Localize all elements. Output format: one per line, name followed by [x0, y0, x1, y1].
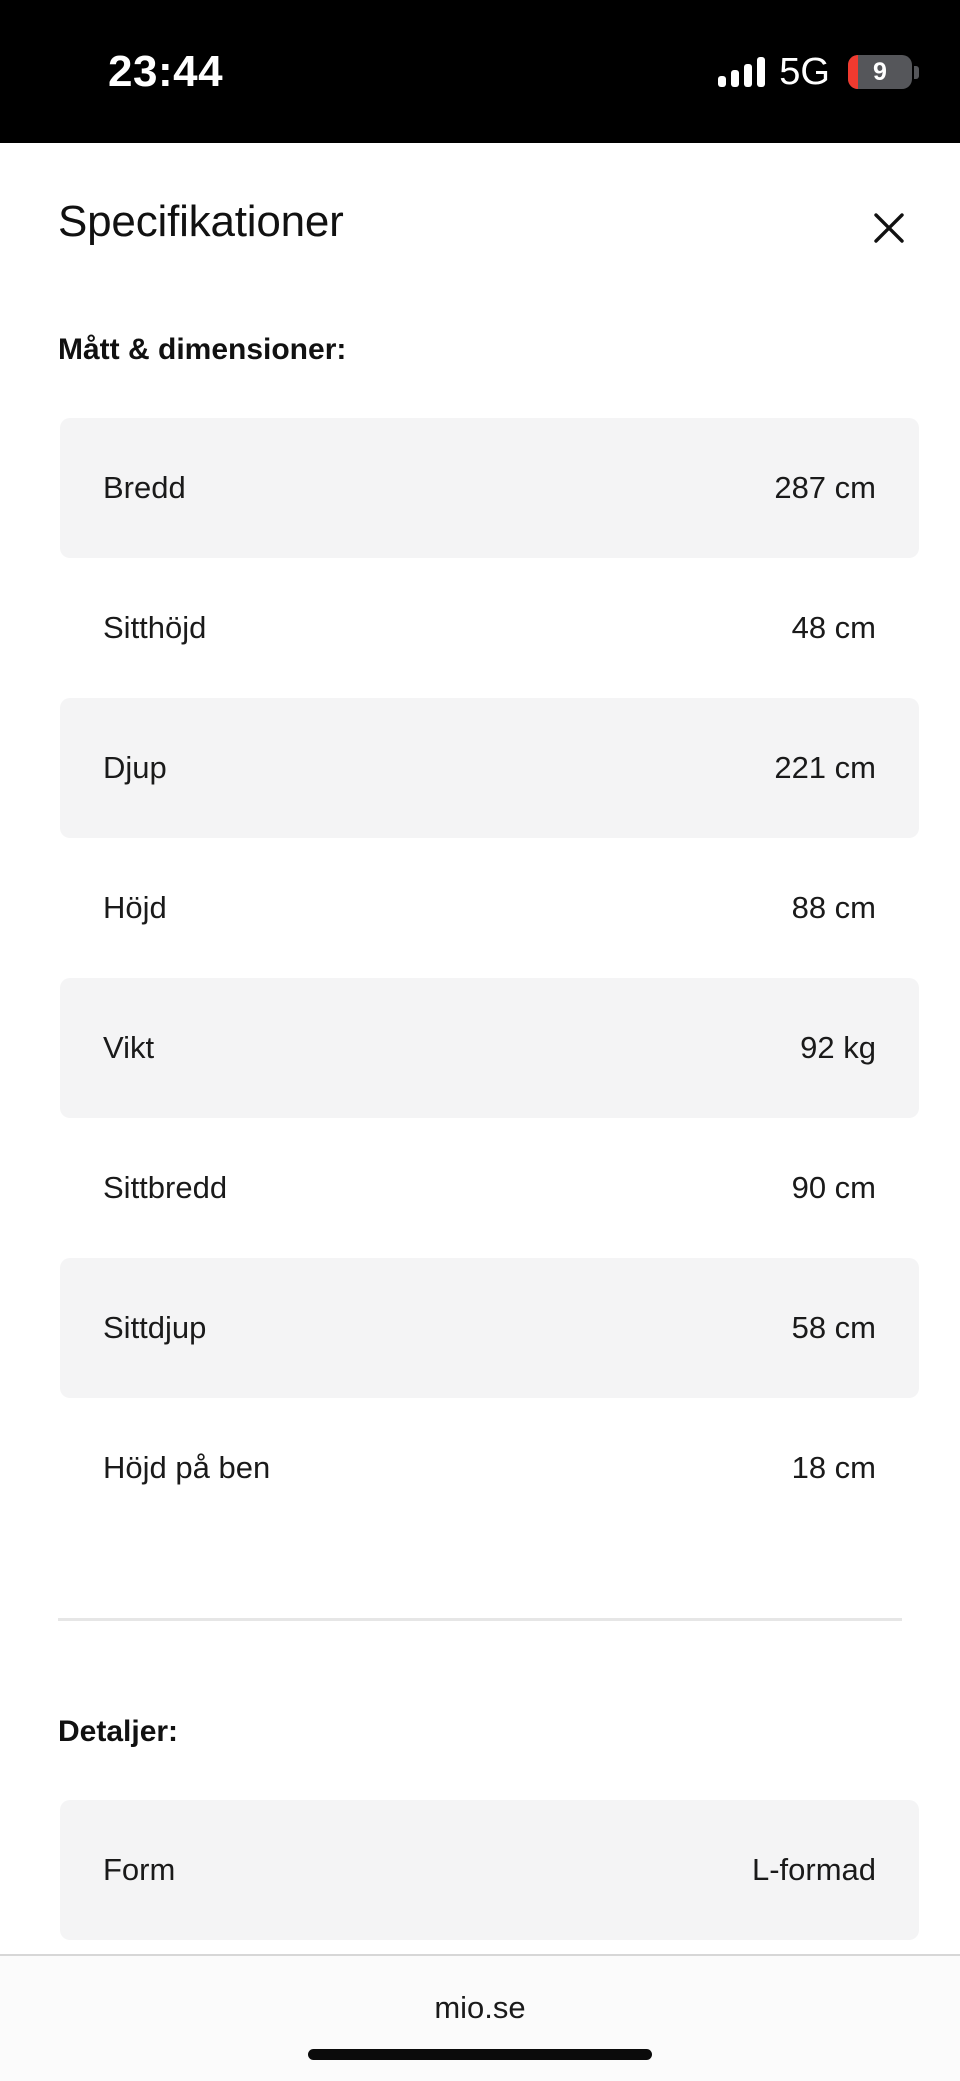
spec-value: 90 cm	[791, 1170, 876, 1205]
table-row: Sittdjup 58 cm	[60, 1258, 919, 1398]
spec-label: Djup	[103, 750, 167, 785]
sheet-header: Specifikationer	[0, 143, 960, 273]
close-button[interactable]	[860, 199, 918, 257]
spec-label: Sitthöjd	[103, 610, 207, 645]
table-row: Djup 221 cm	[60, 698, 919, 838]
spec-list-details: Form L-formad	[0, 1800, 960, 1940]
section-heading-details: Detaljer:	[58, 1715, 179, 1748]
section-heading-dimensions: Mått & dimensioner:	[58, 333, 347, 366]
spec-value: 92 kg	[800, 1030, 876, 1065]
status-bar: 23:44 5G 9	[0, 0, 960, 143]
section-divider	[58, 1618, 902, 1621]
spec-value: 48 cm	[791, 610, 876, 645]
battery-icon: 9	[844, 55, 919, 89]
spec-value: 221 cm	[774, 750, 876, 785]
status-bar-clock: 23:44	[108, 47, 224, 96]
battery-fill	[848, 55, 858, 89]
battery-level-label: 9	[873, 58, 887, 86]
spec-label: Vikt	[103, 1030, 155, 1065]
browser-bottom-bar: mio.se	[0, 1954, 960, 2081]
spec-value: 18 cm	[791, 1450, 876, 1485]
spec-label: Sittdjup	[103, 1310, 207, 1345]
spec-value: 88 cm	[791, 890, 876, 925]
spec-label: Höjd	[103, 890, 167, 925]
address-bar-domain[interactable]: mio.se	[434, 1990, 526, 2025]
spec-label: Form	[103, 1852, 176, 1887]
table-row: Sittbredd 90 cm	[60, 1118, 919, 1258]
table-row: Höjd 88 cm	[60, 838, 919, 978]
spec-value: L-formad	[751, 1852, 876, 1887]
cellular-signal-icon	[718, 57, 766, 87]
spec-value: 58 cm	[791, 1310, 876, 1345]
spec-list-dimensions: Bredd 287 cm Sitthöjd 48 cm Djup 221 cm …	[0, 418, 960, 1538]
home-indicator[interactable]	[308, 2049, 652, 2060]
spec-label: Höjd på ben	[103, 1450, 271, 1485]
table-row: Vikt 92 kg	[60, 978, 919, 1118]
table-row: Form L-formad	[60, 1800, 919, 1940]
spec-value: 287 cm	[774, 470, 876, 505]
spec-label: Sittbredd	[103, 1170, 228, 1205]
battery-cap	[914, 66, 919, 79]
table-row: Sitthöjd 48 cm	[60, 558, 919, 698]
table-row: Bredd 287 cm	[60, 418, 919, 558]
close-x-icon	[871, 210, 907, 246]
table-row: Höjd på ben 18 cm	[60, 1398, 919, 1538]
spec-label: Bredd	[103, 470, 186, 505]
status-bar-indicators: 5G 9	[718, 48, 919, 96]
network-type-label: 5G	[779, 51, 830, 93]
page-title: Specifikationer	[58, 197, 344, 246]
